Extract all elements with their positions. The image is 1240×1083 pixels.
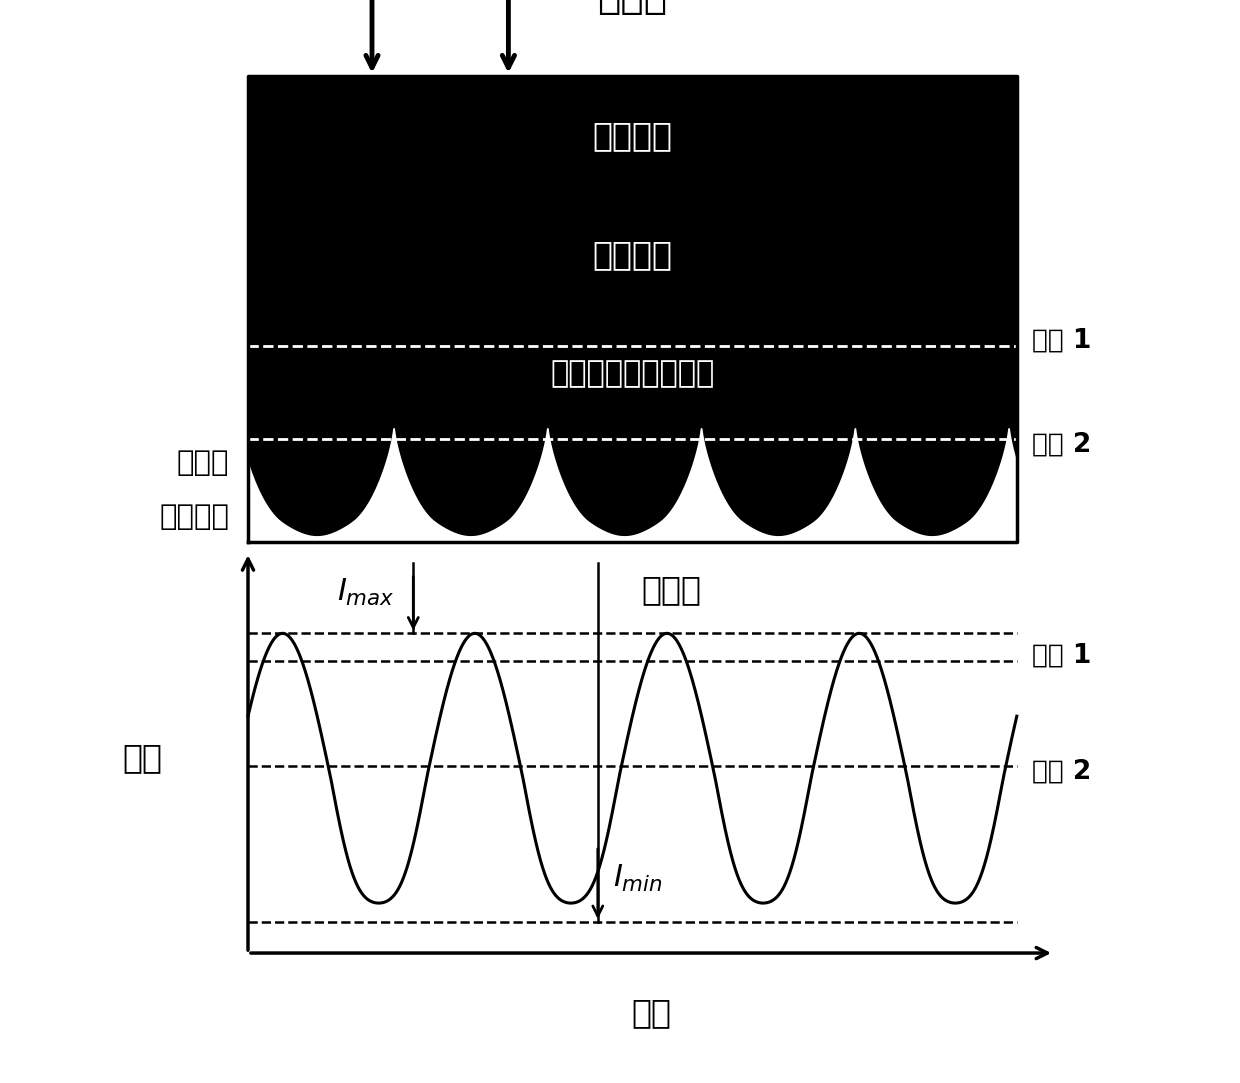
Text: 静脉血液: 静脉血液	[593, 238, 672, 271]
Text: 无血组织: 无血组织	[593, 119, 672, 152]
Polygon shape	[248, 76, 1017, 542]
Text: 相对静止的动脉血液: 相对静止的动脉血液	[551, 360, 714, 388]
Text: 位置 2: 位置 2	[1032, 758, 1091, 784]
Text: 脉动的: 脉动的	[177, 449, 229, 478]
Text: $I_{max}$: $I_{max}$	[337, 576, 394, 608]
Text: 位置 2: 位置 2	[1032, 431, 1091, 457]
Text: 光强: 光强	[123, 742, 162, 774]
Text: 出射光: 出射光	[641, 574, 701, 606]
Text: 位置 1: 位置 1	[1032, 327, 1091, 353]
Text: 动脉血液: 动脉血液	[160, 504, 229, 532]
Text: $I_{min}$: $I_{min}$	[613, 863, 662, 895]
Polygon shape	[248, 76, 1017, 536]
Text: 时间: 时间	[631, 996, 671, 1029]
Text: 入射光: 入射光	[598, 0, 667, 16]
Text: 位置 1: 位置 1	[1032, 642, 1091, 668]
